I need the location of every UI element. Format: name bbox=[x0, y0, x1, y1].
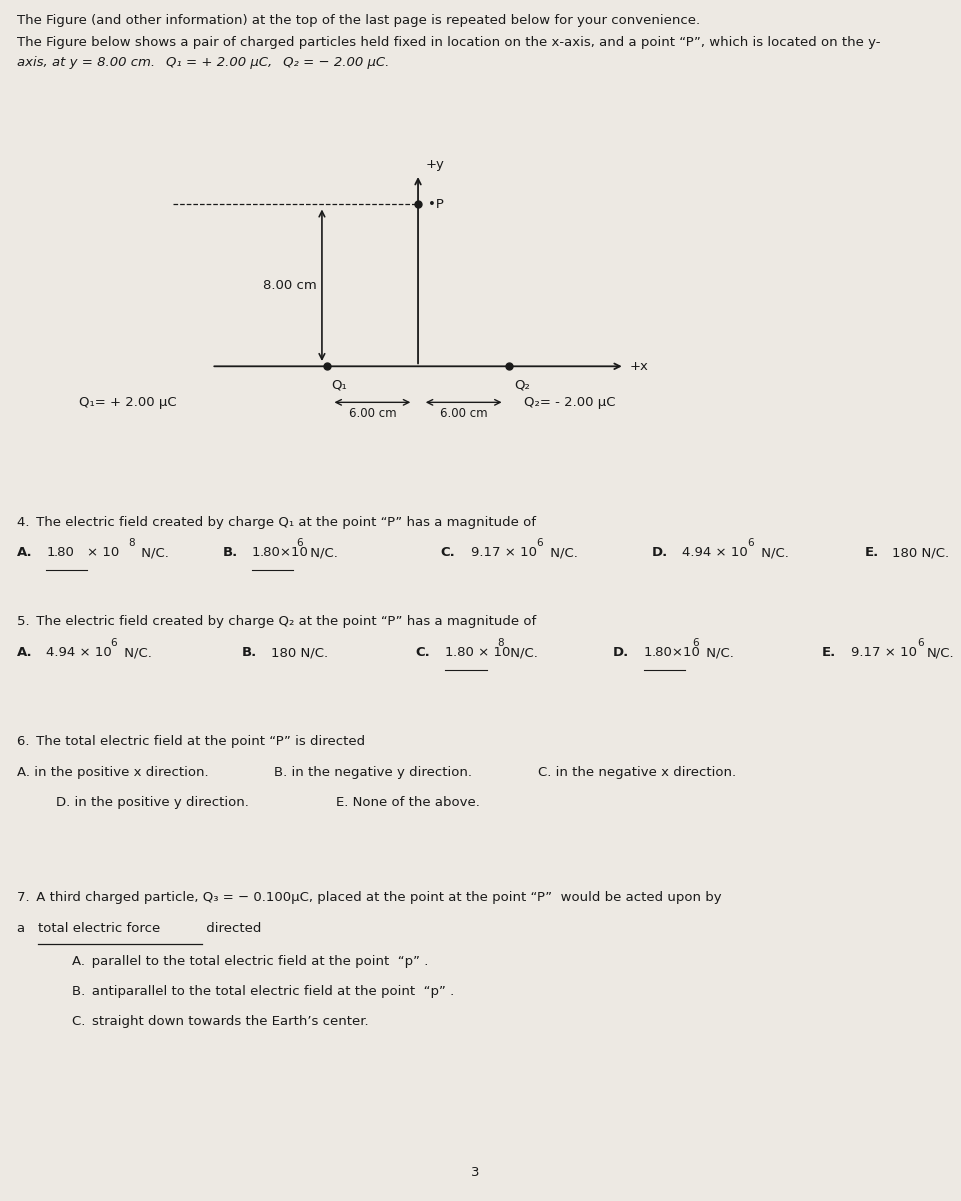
Text: 6: 6 bbox=[692, 638, 699, 647]
Text: axis, at y = 8.00 cm.  Q₁ = + 2.00 μC,  Q₂ = − 2.00 μC.: axis, at y = 8.00 cm. Q₁ = + 2.00 μC, Q₂… bbox=[17, 56, 389, 70]
Text: N/C.: N/C. bbox=[757, 546, 789, 560]
Text: 6: 6 bbox=[917, 638, 924, 647]
Text: B.: B. bbox=[223, 546, 238, 560]
Text: Q₁: Q₁ bbox=[332, 378, 347, 392]
Text: B. antiparallel to the total electric field at the point  “p” .: B. antiparallel to the total electric fi… bbox=[72, 985, 455, 998]
Text: Q₁= + 2.00 μC: Q₁= + 2.00 μC bbox=[79, 396, 177, 410]
Text: 5. The electric field created by charge Q₂ at the point “P” has a magnitude of: 5. The electric field created by charge … bbox=[17, 615, 536, 628]
Text: 3: 3 bbox=[472, 1166, 480, 1179]
Text: 8.00 cm: 8.00 cm bbox=[263, 279, 317, 292]
Text: 180 N/C.: 180 N/C. bbox=[892, 546, 949, 560]
Text: B. in the negative y direction.: B. in the negative y direction. bbox=[274, 766, 472, 779]
Text: N/C.: N/C. bbox=[137, 546, 169, 560]
Text: D. in the positive y direction.: D. in the positive y direction. bbox=[56, 796, 249, 809]
Text: 1: 1 bbox=[46, 546, 55, 560]
Text: 6: 6 bbox=[296, 538, 303, 548]
Text: A. parallel to the total electric field at the point  “p” .: A. parallel to the total electric field … bbox=[72, 955, 429, 968]
Text: 6: 6 bbox=[536, 538, 543, 548]
Text: N/C.: N/C. bbox=[306, 546, 337, 560]
Text: 6.00 cm: 6.00 cm bbox=[440, 407, 487, 420]
Text: E.: E. bbox=[822, 646, 836, 659]
Text: 8: 8 bbox=[497, 638, 504, 647]
Text: 6. The total electric field at the point “P” is directed: 6. The total electric field at the point… bbox=[17, 735, 365, 748]
Text: 6: 6 bbox=[748, 538, 754, 548]
Text: A.: A. bbox=[17, 646, 33, 659]
Text: .80×10: .80×10 bbox=[259, 546, 308, 560]
Text: 6.00 cm: 6.00 cm bbox=[349, 407, 396, 420]
Text: N/C.: N/C. bbox=[546, 546, 578, 560]
Text: 8: 8 bbox=[128, 538, 135, 548]
Text: Q₂: Q₂ bbox=[514, 378, 530, 392]
Text: The Figure below shows a pair of charged particles held fixed in location on the: The Figure below shows a pair of charged… bbox=[17, 36, 881, 49]
Text: 4.94 × 10: 4.94 × 10 bbox=[46, 646, 111, 659]
Text: 1: 1 bbox=[445, 646, 454, 659]
Text: 7. A third charged particle, Q₃ = − 0.100μC, placed at the point at the point “P: 7. A third charged particle, Q₃ = − 0.10… bbox=[17, 891, 722, 904]
Text: .80×10: .80×10 bbox=[652, 646, 701, 659]
Text: 1: 1 bbox=[644, 646, 653, 659]
Text: .80 × 10: .80 × 10 bbox=[453, 646, 510, 659]
Text: 4. The electric field created by charge Q₁ at the point “P” has a magnitude of: 4. The electric field created by charge … bbox=[17, 516, 536, 530]
Text: Q₂= - 2.00 μC: Q₂= - 2.00 μC bbox=[524, 396, 615, 410]
Text: A.: A. bbox=[17, 546, 33, 560]
Text: +x: +x bbox=[629, 360, 649, 372]
Text: a: a bbox=[17, 922, 30, 936]
Text: A. in the positive x direction.: A. in the positive x direction. bbox=[17, 766, 209, 779]
Text: N/C.: N/C. bbox=[926, 646, 954, 659]
Text: D.: D. bbox=[652, 546, 668, 560]
Text: N/C.: N/C. bbox=[120, 646, 152, 659]
Text: The Figure (and other information) at the top of the last page is repeated below: The Figure (and other information) at th… bbox=[17, 14, 701, 28]
Text: C.: C. bbox=[440, 546, 455, 560]
Text: 9.17 × 10: 9.17 × 10 bbox=[851, 646, 918, 659]
Text: E. None of the above.: E. None of the above. bbox=[336, 796, 480, 809]
Text: E.: E. bbox=[865, 546, 879, 560]
Text: × 10: × 10 bbox=[87, 546, 120, 560]
Text: •P: •P bbox=[428, 198, 444, 210]
Text: +y: +y bbox=[426, 157, 445, 171]
Text: N/C.: N/C. bbox=[702, 646, 733, 659]
Text: B.: B. bbox=[242, 646, 258, 659]
Text: directed: directed bbox=[202, 922, 261, 936]
Text: 1: 1 bbox=[252, 546, 260, 560]
Text: D.: D. bbox=[613, 646, 629, 659]
Text: 6: 6 bbox=[111, 638, 117, 647]
Text: 4.94 × 10: 4.94 × 10 bbox=[682, 546, 748, 560]
Text: total electric force: total electric force bbox=[38, 922, 160, 936]
Text: C.: C. bbox=[415, 646, 430, 659]
Text: 180 N/C.: 180 N/C. bbox=[271, 646, 328, 659]
Text: C. in the negative x direction.: C. in the negative x direction. bbox=[538, 766, 736, 779]
Text: 9.17 × 10: 9.17 × 10 bbox=[471, 546, 537, 560]
Text: N/C.: N/C. bbox=[506, 646, 538, 659]
Text: C. straight down towards the Earth’s center.: C. straight down towards the Earth’s cen… bbox=[72, 1015, 369, 1028]
Text: .80: .80 bbox=[54, 546, 75, 560]
